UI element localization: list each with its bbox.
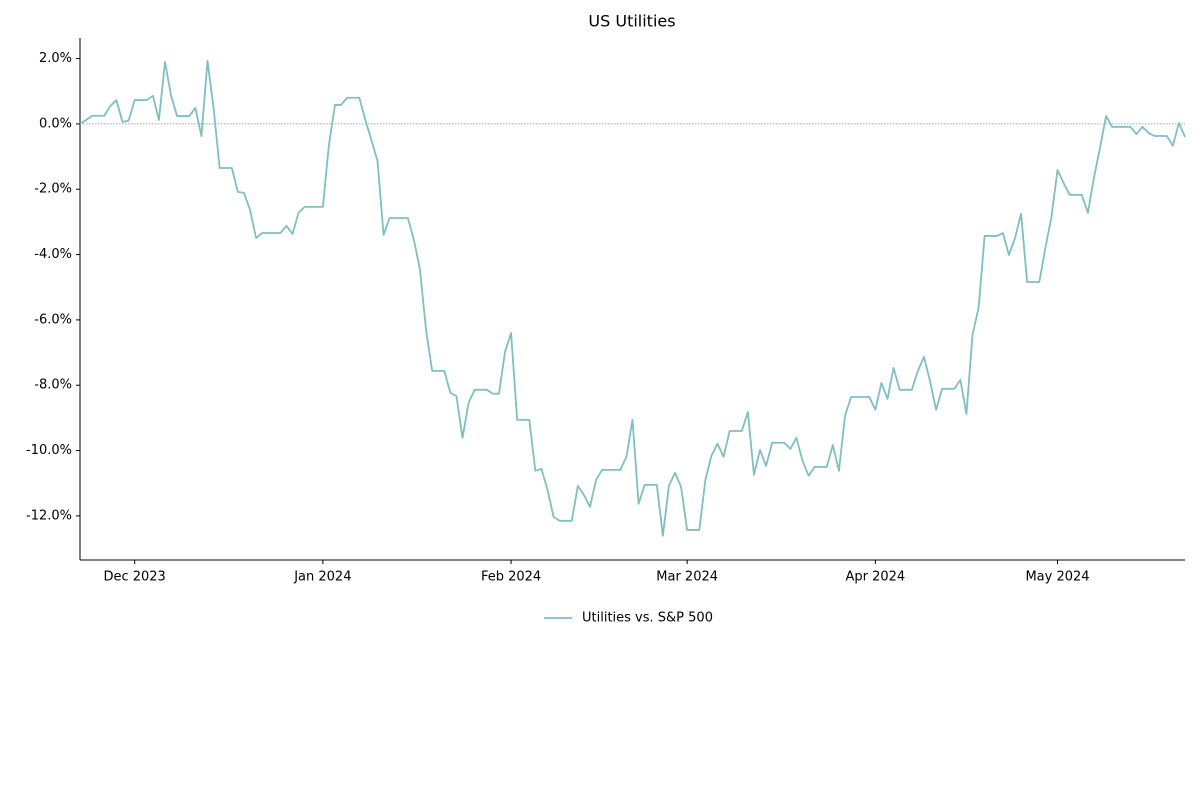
y-tick-label: -10.0% (26, 443, 72, 458)
x-tick-label: Jan 2024 (293, 570, 351, 585)
y-tick-label: -4.0% (34, 247, 72, 262)
x-tick-label: Feb 2024 (481, 570, 541, 585)
y-tick-label: 2.0% (39, 51, 72, 66)
y-tick-label: -2.0% (34, 182, 72, 197)
chart-title: US Utilities (588, 12, 675, 31)
x-tick-label: Apr 2024 (845, 570, 905, 585)
y-tick-label: -8.0% (34, 378, 72, 393)
y-tick-label: -6.0% (34, 312, 72, 327)
x-tick-label: Dec 2023 (103, 570, 165, 585)
y-tick-label: 0.0% (39, 116, 72, 131)
x-tick-label: Mar 2024 (656, 570, 718, 585)
line-series (79, 59, 1186, 537)
y-tick-label: -12.0% (26, 508, 72, 523)
legend-label: Utilities vs. S&P 500 (582, 611, 713, 626)
x-tick-label: May 2024 (1025, 570, 1089, 585)
